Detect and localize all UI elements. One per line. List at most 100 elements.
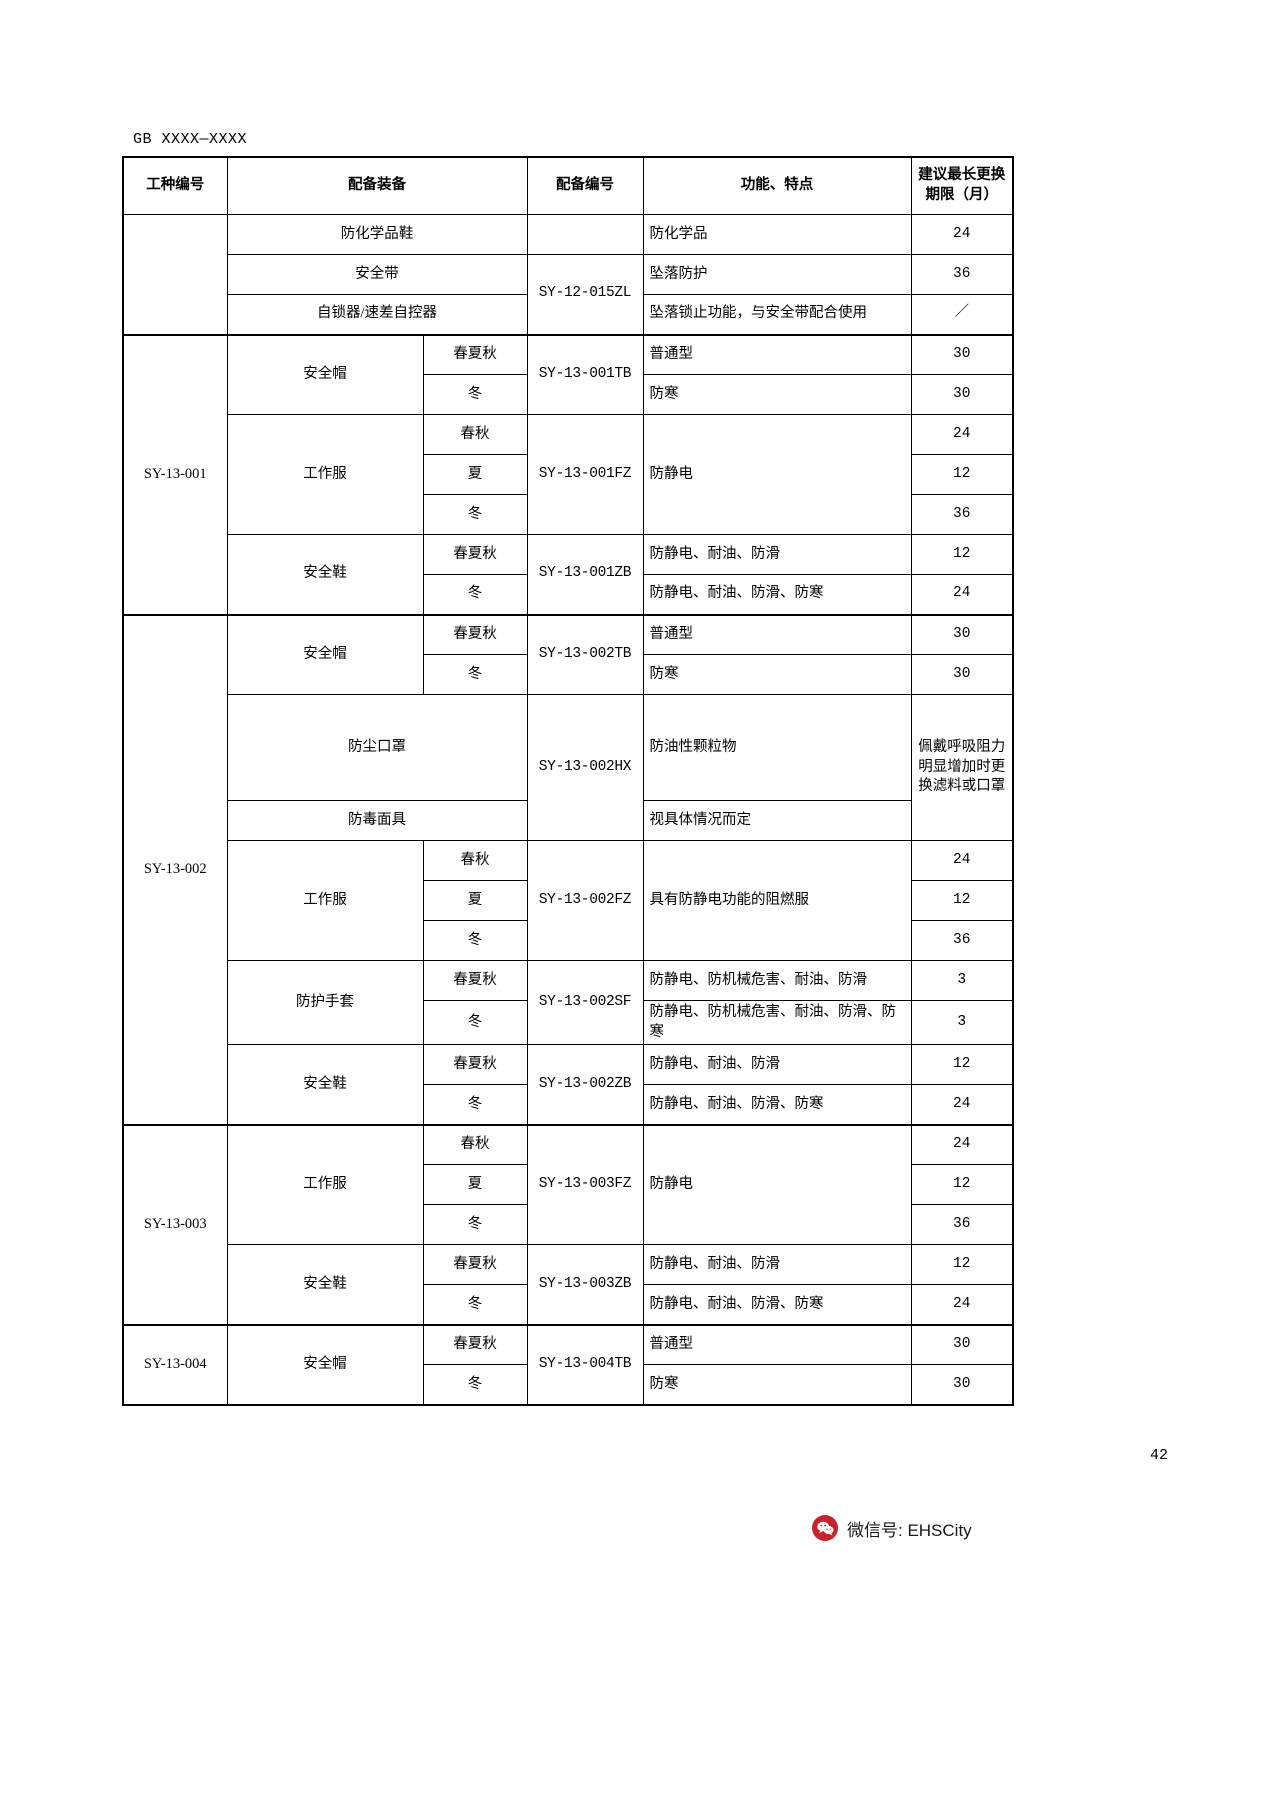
cell-period: 24 (910, 214, 1014, 255)
cell-season: 春夏秋 (422, 1244, 528, 1286)
cell-equip-code: SY-13-002HX (526, 694, 644, 841)
cell-function: 具有防静电功能的阻燃服 (642, 840, 912, 961)
table-row: 安全鞋 春夏秋 SY-13-002ZB 防静电、耐油、防滑 12 (123, 1044, 1014, 1126)
cell-period: 30 (910, 613, 1014, 655)
cell-season: 春夏秋 (422, 534, 528, 575)
table-row: 安全鞋 春夏秋 SY-13-003ZB 防静电、耐油、防滑 12 (123, 1244, 1014, 1326)
cell-equip-code (526, 214, 644, 255)
cell-period: 36 (910, 1204, 1014, 1246)
cell-equip-code: SY-13-003ZB (526, 1244, 644, 1326)
cell-period: 12 (910, 880, 1014, 921)
cell-season: 春秋 (422, 1123, 528, 1166)
header-equip-code: 配备编号 (526, 156, 644, 215)
header-equipment: 配备装备 (226, 156, 528, 215)
cell-period: 24 (910, 574, 1014, 615)
cell-job-code: SY-13-004 (122, 1323, 228, 1406)
cell-function: 防静电、耐油、防滑 (642, 534, 912, 575)
cell-equipment: 安全帽 (226, 333, 424, 415)
cell-function: 防寒 (642, 654, 912, 695)
cell-season: 冬 (422, 1204, 528, 1246)
cell-period: 24 (910, 1123, 1014, 1166)
table-row: 冬 防静电、防机械危害、耐油、防滑、防寒 3 (123, 999, 1014, 1046)
cell-function: 坠落锁止功能，与安全带配合使用 (642, 294, 912, 335)
cell-function: 防静电、耐油、防滑、防寒 (642, 574, 912, 615)
cell-function: 视具体情况而定 (642, 800, 912, 841)
cell-equipment: 安全鞋 (226, 1244, 424, 1326)
cell-period: 36 (910, 254, 1014, 295)
cell-season: 夏 (422, 454, 528, 495)
header-function: 功能、特点 (642, 156, 912, 215)
ppe-specification-table: 工种编号 配备装备 配备编号 功能、特点 建议最长更换期限（月） 防化学品鞋 防… (122, 156, 1014, 1406)
cell-season: 冬 (422, 494, 528, 535)
cell-season: 春夏秋 (422, 333, 528, 375)
table-header-row: 工种编号 配备装备 配备编号 功能、特点 建议最长更换期限（月） (122, 156, 1014, 215)
table-row: 冬 防寒 30 (123, 374, 1014, 415)
cell-equipment: 安全帽 (226, 613, 424, 695)
cell-season: 春夏秋 (422, 960, 528, 1001)
table-row: 冬 36 (123, 920, 1014, 961)
cell-period: 3 (910, 999, 1014, 1046)
cell-period: 36 (910, 494, 1014, 535)
header-period: 建议最长更换期限（月） (910, 156, 1014, 215)
table-row: SY-13-004 安全帽 春夏秋 SY-13-004TB 普通型 30 (122, 1323, 1014, 1406)
table-row: SY-13-002 安全帽 春夏秋 SY-13-002TB 普通型 30 (122, 613, 1014, 1126)
table-row: 安全鞋 春夏秋 SY-13-001ZB 防静电、耐油、防滑 12 (123, 534, 1014, 615)
cell-season: 夏 (422, 880, 528, 921)
table-row: 冬 防静电、耐油、防滑、防寒 24 (123, 1084, 1014, 1126)
cell-period: 12 (910, 454, 1014, 495)
cell-period: 24 (910, 840, 1014, 881)
cell-function: 防静电、耐油、防滑、防寒 (642, 1084, 912, 1126)
cell-function: 防静电、耐油、防滑、防寒 (642, 1284, 912, 1326)
cell-equip-code: SY-12-015ZL (526, 254, 644, 335)
cell-equipment: 防毒面具 (226, 800, 528, 841)
cell-period: 30 (910, 1364, 1014, 1406)
cell-period: 36 (910, 920, 1014, 961)
cell-season: 冬 (422, 654, 528, 695)
table-row: 冬 防寒 30 (123, 1364, 1014, 1406)
cell-equipment: 防尘口罩 (226, 694, 528, 801)
cell-period: 24 (910, 1284, 1014, 1326)
cell-equipment: 安全鞋 (226, 1044, 424, 1126)
cell-function: 防寒 (642, 374, 912, 415)
cell-equipment: 防化学品鞋 (226, 214, 528, 255)
cell-period: 12 (910, 1244, 1014, 1286)
cell-function: 普通型 (642, 333, 912, 375)
cell-equip-code: SY-13-003FZ (526, 1123, 644, 1246)
table-row: 夏 12 (123, 454, 1014, 495)
cell-season: 冬 (422, 920, 528, 961)
cell-season: 春秋 (422, 414, 528, 455)
cell-job-code: SY-13-002 (122, 613, 228, 1126)
cell-period: 24 (910, 414, 1014, 455)
cell-equipment: 安全带 (226, 254, 528, 295)
table-row: 夏 12 (123, 880, 1014, 921)
cell-season: 冬 (422, 1284, 528, 1326)
cell-equip-code: SY-13-004TB (526, 1323, 644, 1406)
cell-function: 防静电、耐油、防滑 (642, 1044, 912, 1086)
cell-season: 春夏秋 (422, 1044, 528, 1086)
cell-season: 冬 (422, 999, 528, 1046)
cell-period: ／ (910, 294, 1014, 335)
cell-equipment: 工作服 (226, 414, 424, 535)
table-row: 工作服 春秋 SY-13-002FZ 具有防静电功能的阻燃服 24 (123, 840, 1014, 961)
cell-season: 冬 (422, 1084, 528, 1126)
cell-period: 24 (910, 1084, 1014, 1126)
page-number: 42 (1149, 1447, 1168, 1464)
cell-function: 防油性颗粒物 (642, 694, 912, 801)
cell-function: 防静电 (642, 414, 912, 535)
cell-equipment: 工作服 (226, 1123, 424, 1246)
cell-function: 防静电、防机械危害、耐油、防滑 (642, 960, 912, 1001)
cell-function: 防静电、防机械危害、耐油、防滑、防寒 (642, 999, 912, 1046)
cell-period: 12 (910, 534, 1014, 575)
cell-equip-code: SY-13-002FZ (526, 840, 644, 961)
cell-equip-code: SY-13-001ZB (526, 534, 644, 615)
cell-equip-code: SY-13-002SF (526, 959, 644, 1046)
cell-season: 夏 (422, 1164, 528, 1206)
cell-period: 3 (910, 960, 1014, 1001)
cell-season: 春秋 (422, 840, 528, 881)
table-row: 安全带 SY-12-015ZL 坠落防护 36 (123, 254, 1014, 335)
table-row: 冬 36 (123, 494, 1014, 535)
cell-equipment: 安全帽 (226, 1323, 424, 1406)
cell-job-code (122, 214, 228, 335)
table-row: 防化学品鞋 防化学品 24 (122, 214, 1014, 335)
